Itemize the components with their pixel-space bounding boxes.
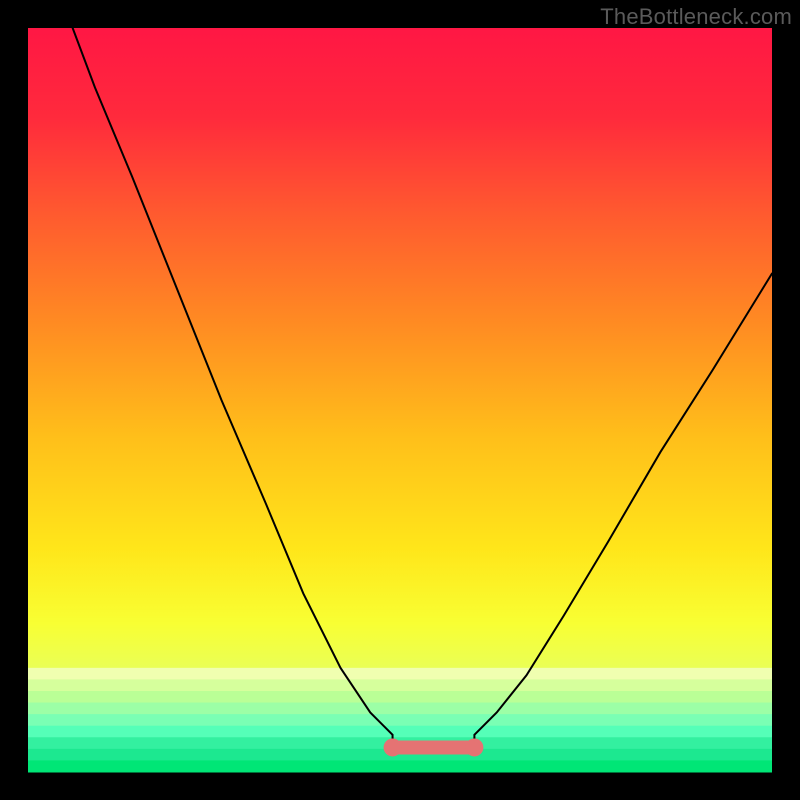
floor-stripe — [28, 679, 772, 691]
chart-container: TheBottleneck.com — [0, 0, 800, 800]
floor-stripe — [28, 668, 772, 680]
floor-stripe — [28, 760, 772, 772]
floor-stripe — [28, 703, 772, 715]
plot-background — [28, 28, 772, 772]
floor-dot-right — [465, 738, 483, 756]
bottleneck-chart — [0, 0, 800, 800]
floor-stripe — [28, 714, 772, 726]
floor-stripe — [28, 691, 772, 703]
floor-dot-left — [384, 738, 402, 756]
floor-stripe — [28, 726, 772, 738]
watermark-text: TheBottleneck.com — [600, 4, 792, 30]
